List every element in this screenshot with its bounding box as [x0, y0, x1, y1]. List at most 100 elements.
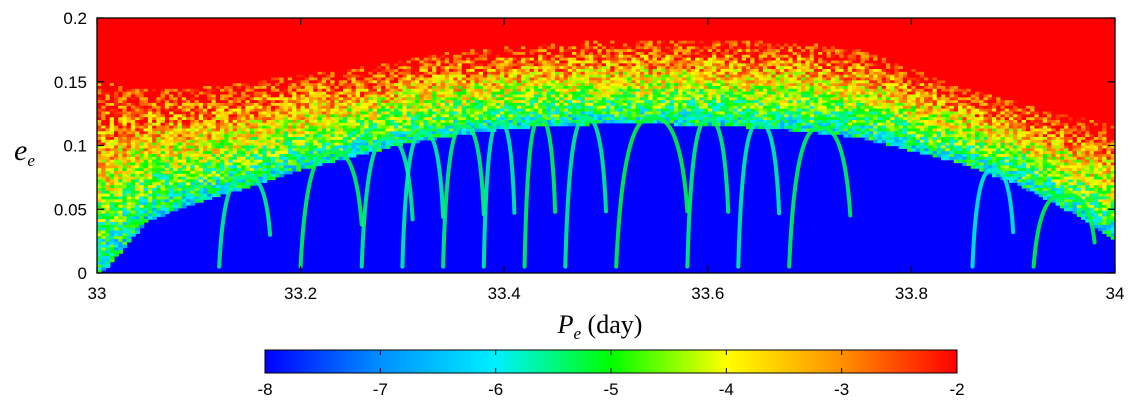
heatmap-cell — [270, 77, 276, 81]
heatmap-cell — [406, 128, 412, 132]
heatmap-cell — [245, 179, 251, 183]
heatmap-cell — [109, 142, 115, 147]
heatmap-cell — [249, 54, 255, 59]
heatmap-cell — [130, 108, 136, 113]
heatmap-cell — [228, 74, 234, 79]
heatmap-cell — [309, 29, 314, 33]
heatmap-cell — [109, 18, 115, 22]
heatmap-cell — [215, 156, 221, 161]
heatmap-cell — [351, 117, 357, 121]
heatmap-cell — [203, 151, 208, 155]
heatmap-cell — [326, 52, 331, 56]
heatmap-cell — [211, 43, 217, 47]
heatmap-cell — [232, 35, 238, 39]
heatmap-cell — [147, 18, 153, 22]
heatmap-cell — [101, 264, 107, 268]
heatmap-cell — [207, 29, 213, 33]
heatmap-cell — [444, 18, 450, 22]
heatmap-cell — [177, 145, 183, 149]
heatmap-cell — [203, 91, 208, 96]
heatmap-cell — [101, 173, 107, 178]
heatmap-cell — [258, 54, 264, 59]
heatmap-cell — [101, 54, 107, 59]
heatmap-cell — [427, 97, 433, 101]
heatmap-cell — [355, 29, 361, 33]
heatmap-cell — [338, 117, 344, 121]
heatmap-cell — [351, 128, 357, 132]
heatmap-cell — [423, 83, 429, 87]
heatmap-cell — [317, 94, 323, 98]
heatmap-cell — [181, 137, 187, 141]
heatmap-cell — [135, 60, 141, 64]
heatmap-cell — [304, 69, 310, 73]
heatmap-cell — [415, 91, 420, 96]
heatmap-cell — [355, 142, 361, 147]
heatmap-cell — [457, 43, 463, 47]
heatmap-cell — [372, 125, 378, 130]
heatmap-cell — [453, 100, 459, 104]
heatmap-cell — [376, 49, 382, 53]
heatmap-cell — [317, 162, 323, 166]
heatmap-cell — [97, 88, 102, 93]
heatmap-cell — [198, 125, 204, 130]
heatmap-cell — [139, 97, 145, 101]
heatmap-cell — [317, 105, 323, 110]
heatmap-cell — [156, 193, 162, 198]
heatmap-cell — [258, 108, 264, 113]
heatmap-cell — [317, 103, 323, 107]
heatmap-cell — [135, 159, 141, 164]
heatmap-cell — [245, 182, 251, 186]
heatmap-cell — [130, 29, 136, 33]
heatmap-cell — [109, 250, 115, 254]
heatmap-cell — [101, 114, 107, 118]
heatmap-cell — [232, 88, 238, 93]
heatmap-cell — [190, 148, 196, 152]
heatmap-cell — [279, 125, 285, 130]
heatmap-cell — [266, 23, 272, 28]
heatmap-cell — [427, 35, 433, 39]
heatmap-cell — [440, 117, 446, 121]
heatmap-cell — [105, 18, 111, 22]
heatmap-cell — [393, 131, 399, 135]
heatmap-cell — [215, 49, 221, 53]
heatmap-cell — [262, 35, 268, 39]
heatmap-cell — [326, 97, 331, 101]
heatmap-cell — [101, 23, 107, 28]
heatmap-cell — [97, 91, 102, 96]
heatmap-cell — [126, 199, 132, 203]
heatmap-cell — [130, 230, 136, 234]
heatmap-cell — [101, 108, 107, 113]
heatmap-cell — [343, 114, 348, 118]
heatmap-cell — [338, 100, 344, 104]
heatmap-cell — [440, 134, 446, 138]
heatmap-cell — [122, 185, 128, 189]
heatmap-cell — [270, 88, 276, 93]
heatmap-cell — [258, 18, 264, 22]
heatmap-cell — [283, 117, 289, 121]
heatmap-cell — [275, 114, 280, 118]
heatmap-cell — [406, 139, 412, 144]
heatmap-cell — [109, 239, 115, 243]
heatmap-cell — [249, 69, 255, 73]
heatmap-cell — [317, 37, 323, 42]
heatmap-cell — [194, 131, 200, 135]
heatmap-cell — [97, 205, 102, 209]
heatmap-cell — [258, 100, 264, 104]
heatmap-cell — [152, 134, 157, 138]
heatmap-cell — [368, 18, 374, 22]
heatmap-cell — [113, 137, 119, 141]
heatmap-cell — [283, 151, 289, 155]
heatmap-cell — [101, 105, 107, 110]
heatmap-cell — [211, 182, 217, 186]
heatmap-cell — [287, 32, 293, 36]
heatmap-cell — [321, 148, 327, 152]
heatmap-cell — [444, 49, 450, 53]
heatmap-cell — [177, 26, 183, 30]
heatmap-cell — [258, 162, 264, 166]
heatmap-cell — [262, 18, 268, 22]
heatmap-cell — [156, 108, 162, 113]
heatmap-cell — [402, 103, 408, 107]
heatmap-cell — [279, 83, 285, 87]
heatmap-cell — [393, 71, 399, 76]
heatmap-cell — [427, 69, 433, 73]
